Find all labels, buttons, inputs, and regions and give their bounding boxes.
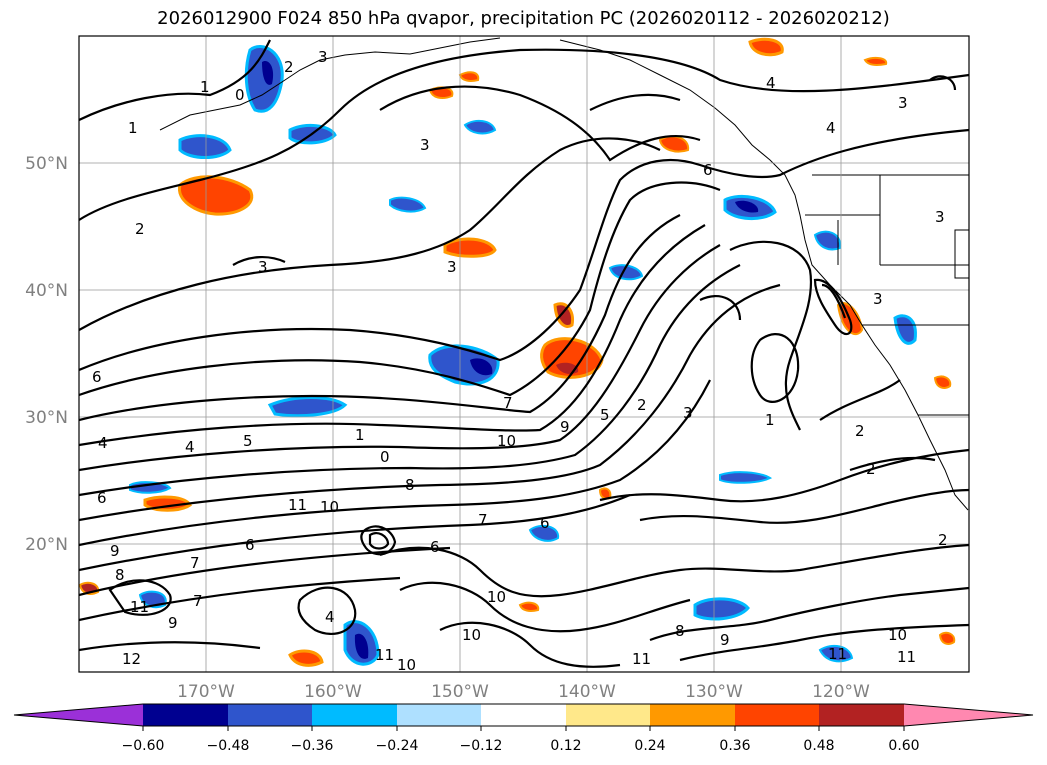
contour-label: 7 — [193, 592, 203, 610]
contour-label: 2 — [855, 422, 865, 440]
contour-label: 3 — [318, 48, 328, 66]
precipitation-shading — [79, 37, 956, 667]
colorbar-cell — [228, 704, 312, 726]
contour-label: 6 — [703, 161, 713, 179]
contour-label: 2 — [938, 531, 948, 549]
colorbar-cell — [143, 704, 228, 726]
lon-label: 160°W — [304, 682, 362, 702]
contour-label: 6 — [97, 489, 107, 507]
contour-label: 8 — [405, 476, 415, 494]
colorbar-cell — [650, 704, 735, 726]
colorbar-tick: 0.24 — [634, 738, 665, 754]
latitude-labels: 50°N 40°N 30°N 20°N — [25, 154, 68, 555]
contour-label: 5 — [600, 406, 610, 424]
colorbar-cell — [735, 704, 819, 726]
contour-label: 10 — [320, 498, 339, 516]
lon-label: 130°W — [685, 682, 743, 702]
map-title: 2026012900 F024 850 hPa qvapor, precipit… — [157, 8, 890, 29]
contour-label: 11 — [632, 650, 651, 668]
contour-label: 10 — [497, 432, 516, 450]
contour-label: 0 — [380, 448, 390, 466]
contour-label: 10 — [487, 588, 506, 606]
colorbar: −0.60 −0.48 −0.36 −0.24 −0.12 0.12 0.24 … — [13, 703, 1034, 754]
contour-label: 5 — [243, 432, 253, 450]
colorbar-cell — [819, 704, 904, 726]
contour-label: 3 — [898, 94, 908, 112]
contour-label: 2 — [284, 58, 294, 76]
colorbar-tick: −0.12 — [460, 738, 503, 754]
contour-label: 4 — [826, 119, 836, 137]
contour-label: 7 — [190, 554, 200, 572]
contour-label: 7 — [503, 394, 513, 412]
contour-label: 11 — [288, 496, 307, 514]
longitude-labels: 170°W 160°W 150°W 140°W 130°W 120°W — [177, 682, 870, 702]
colorbar-tick: 0.36 — [719, 738, 750, 754]
contour-label: 10 — [888, 626, 907, 644]
colorbar-cell — [312, 704, 397, 726]
lat-label: 40°N — [25, 281, 68, 301]
contour-label: 6 — [245, 536, 255, 554]
colorbar-tick: 0.60 — [888, 738, 919, 754]
lat-label: 20°N — [25, 535, 68, 555]
colorbar-cell — [566, 704, 650, 726]
coastlines — [159, 37, 969, 511]
contour-label: 11 — [130, 598, 149, 616]
lon-label: 140°W — [558, 682, 616, 702]
contour-label: 3 — [447, 258, 457, 276]
colorbar-tick: −0.60 — [122, 738, 165, 754]
contour-label: 2 — [135, 220, 145, 238]
colorbar-tick: −0.48 — [207, 738, 250, 754]
contour-label: 1 — [200, 78, 210, 96]
contour-label: 9 — [560, 418, 570, 436]
colorbar-tick: −0.24 — [376, 738, 419, 754]
colorbar-cell — [904, 704, 1033, 726]
colorbar-cell — [14, 704, 143, 726]
qvapor-contours — [79, 39, 969, 668]
contour-label: 2 — [637, 396, 647, 414]
contour-label: 1 — [765, 411, 775, 429]
contour-label: 8 — [675, 622, 685, 640]
contour-label: 4 — [98, 434, 108, 452]
contour-label: 3 — [935, 208, 945, 226]
contour-label: 3 — [683, 404, 693, 422]
colorbar-tick: 0.48 — [803, 738, 834, 754]
lon-label: 120°W — [812, 682, 870, 702]
colorbar-tick: 0.12 — [550, 738, 581, 754]
contour-label: 8 — [115, 566, 125, 584]
colorbar-tick: −0.36 — [291, 738, 334, 754]
map-frame — [78, 35, 970, 673]
contour-label: 6 — [92, 368, 102, 386]
contour-label: 3 — [420, 136, 430, 154]
contour-label: 0 — [235, 86, 245, 104]
contour-label: 3 — [258, 258, 268, 276]
graticule — [79, 36, 969, 672]
contour-label: 9 — [110, 542, 120, 560]
colorbar-cell — [397, 704, 481, 726]
contour-label: 4 — [325, 608, 335, 626]
contour-label: 4 — [766, 74, 776, 92]
lon-label: 150°W — [431, 682, 489, 702]
lat-label: 30°N — [25, 408, 68, 428]
contour-label: 7 — [478, 511, 488, 529]
contour-label: 10 — [462, 626, 481, 644]
contour-label: 9 — [720, 631, 730, 649]
contour-label: 3 — [873, 290, 883, 308]
colorbar-cell — [481, 704, 566, 726]
contour-label: 12 — [122, 650, 141, 668]
contour-label: 10 — [397, 656, 416, 674]
contour-label: 11 — [828, 645, 847, 663]
contour-label: 11 — [897, 648, 916, 666]
lon-label: 170°W — [177, 682, 235, 702]
contour-label: 6 — [430, 538, 440, 556]
contour-label: 4 — [185, 438, 195, 456]
contour-label: 1 — [128, 119, 138, 137]
lat-label: 50°N — [25, 154, 68, 174]
contour-label: 2 — [866, 460, 876, 478]
contour-label: 9 — [168, 614, 178, 632]
contour-label: 6 — [540, 514, 550, 532]
contour-label: 11 — [375, 646, 394, 664]
contour-label: 1 — [355, 426, 365, 444]
contour-labels: 1 0 1 2 3 2 3 3 3 6 3 4 4 3 3 6 4 4 5 1 … — [92, 48, 948, 674]
